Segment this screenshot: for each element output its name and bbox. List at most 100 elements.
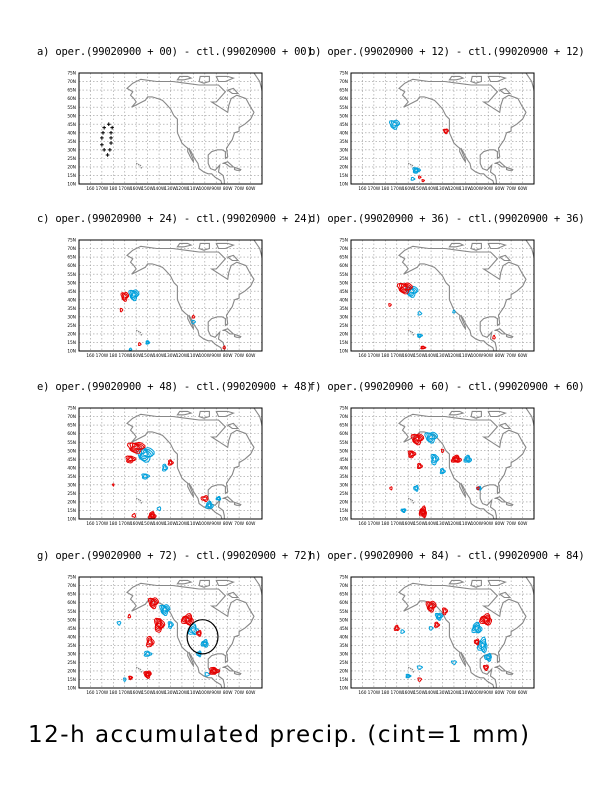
- coastline: [233, 501, 242, 506]
- lat-tick-label: 25N: [339, 491, 348, 497]
- lat-tick-label: 65N: [339, 423, 348, 429]
- lat-tick-label: 15N: [339, 677, 348, 683]
- positive-contour: [434, 622, 439, 627]
- lat-tick-label: 25N: [67, 491, 76, 497]
- negative-contour: [201, 640, 208, 647]
- negative-contour: [432, 456, 437, 462]
- lon-tick-label: 100W: [471, 690, 484, 696]
- positive-contour: [191, 314, 196, 319]
- lon-tick-label: 60W: [518, 186, 528, 192]
- hawaii-island: [140, 166, 143, 169]
- lat-tick-label: 65N: [339, 88, 348, 94]
- lat-tick-label: 65N: [67, 592, 76, 598]
- lat-tick-label: 35N: [67, 139, 76, 145]
- positive-contour: [196, 629, 202, 638]
- negative-contour: [416, 665, 423, 670]
- negative-contour: [141, 473, 151, 480]
- hawaii-island: [140, 670, 143, 673]
- lat-tick-label: 15N: [339, 173, 348, 179]
- positive-contour: [168, 460, 173, 465]
- lat-tick-label: 60N: [67, 600, 76, 606]
- lon-tick-label: 90W: [211, 521, 221, 527]
- negative-contour: [123, 677, 127, 682]
- lat-tick-label: 75N: [339, 238, 348, 244]
- coastline: [398, 413, 527, 519]
- lat-tick-label: 30N: [67, 147, 76, 153]
- map-panel-g: 75N 70N 65N 60N 55N 50N 45N 40N 35N 30N 25N 20N 15N 1…: [67, 575, 263, 696]
- negative-contour: [136, 447, 155, 463]
- coastline: [226, 422, 240, 430]
- hawaii-island: [411, 499, 414, 502]
- lat-tick-label: 75N: [339, 71, 348, 77]
- lon-tick-label: 160W: [130, 521, 143, 527]
- lon-tick-label: 170W: [119, 521, 132, 527]
- hawaii-island: [407, 329, 410, 332]
- hawaii-island: [407, 666, 410, 669]
- negative-contour: [406, 286, 418, 297]
- lat-tick-label: 55N: [67, 105, 76, 111]
- lat-tick-label: 30N: [67, 314, 76, 320]
- lon-tick-label: 60W: [518, 353, 528, 359]
- hawaii-island: [409, 163, 412, 166]
- panel-title-g: g) oper.(99020900 + 72) - ctl.(99020900 …: [37, 550, 313, 562]
- negative-contour: [144, 651, 151, 656]
- positive-contour: [419, 506, 427, 518]
- positive-contour: [211, 669, 216, 673]
- hawaii-island: [140, 333, 143, 336]
- negative-contour: [436, 613, 443, 620]
- lon-tick-label: 100W: [199, 521, 212, 527]
- lat-tick-label: 10N: [339, 686, 348, 692]
- lon-tick-label: 150W: [141, 690, 154, 696]
- lon-tick-label: 170W: [96, 690, 109, 696]
- lon-tick-label: 170W: [368, 186, 381, 192]
- coastline: [470, 410, 482, 419]
- negative-contour: [479, 641, 486, 651]
- lon-tick-label: 120W: [448, 353, 461, 359]
- lat-tick-label: 65N: [67, 255, 76, 261]
- lat-tick-label: 65N: [67, 423, 76, 429]
- coastline: [398, 582, 527, 688]
- negative-contour: [416, 333, 424, 339]
- lat-tick-label: 35N: [339, 474, 348, 480]
- positive-contour: [473, 638, 480, 646]
- coastline-greenland: [525, 577, 534, 596]
- positive-contour: [421, 509, 426, 516]
- negative-contour: [145, 340, 150, 344]
- coastline: [176, 410, 193, 416]
- lat-tick-label: 35N: [339, 643, 348, 649]
- lat-tick-label: 60N: [339, 263, 348, 269]
- positive-contour: [144, 671, 152, 679]
- lon-tick-label: 70W: [506, 353, 516, 359]
- hawaii-island: [411, 668, 414, 671]
- coastline: [126, 78, 255, 184]
- map-frame: [78, 576, 263, 689]
- negative-contour: [474, 626, 479, 631]
- lon-tick-label: 60W: [518, 690, 528, 696]
- negative-contour: [156, 506, 162, 512]
- negative-contour: [205, 501, 213, 509]
- negative-contour: [477, 486, 481, 490]
- lon-tick-label: 170W: [119, 690, 132, 696]
- panel-title-c: c) oper.(99020900 + 24) - ctl.(99020900 …: [37, 213, 313, 225]
- lat-tick-label: 10N: [67, 182, 76, 188]
- positive-contour: [492, 334, 496, 340]
- lon-tick-label: 150W: [413, 690, 426, 696]
- map-frame: [350, 576, 535, 689]
- lon-tick-label: 80W: [223, 353, 233, 359]
- lon-tick-label: 110W: [459, 690, 472, 696]
- coastline: [498, 591, 512, 599]
- positive-contour: [127, 457, 134, 461]
- hawaii-island: [137, 330, 140, 333]
- positive-contour: [420, 508, 426, 517]
- lon-tick-label: 160W: [130, 690, 143, 696]
- negative-contour: [131, 292, 137, 297]
- negative-contour: [400, 508, 407, 513]
- coastline: [226, 591, 240, 599]
- positive-contour: [143, 670, 152, 679]
- lat-tick-label: 55N: [339, 609, 348, 615]
- lat-tick-label: 45N: [339, 626, 348, 632]
- coastline: [222, 496, 235, 503]
- lat-tick-label: 10N: [67, 686, 76, 692]
- highlight-circle: [186, 619, 219, 655]
- coastline: [470, 579, 482, 588]
